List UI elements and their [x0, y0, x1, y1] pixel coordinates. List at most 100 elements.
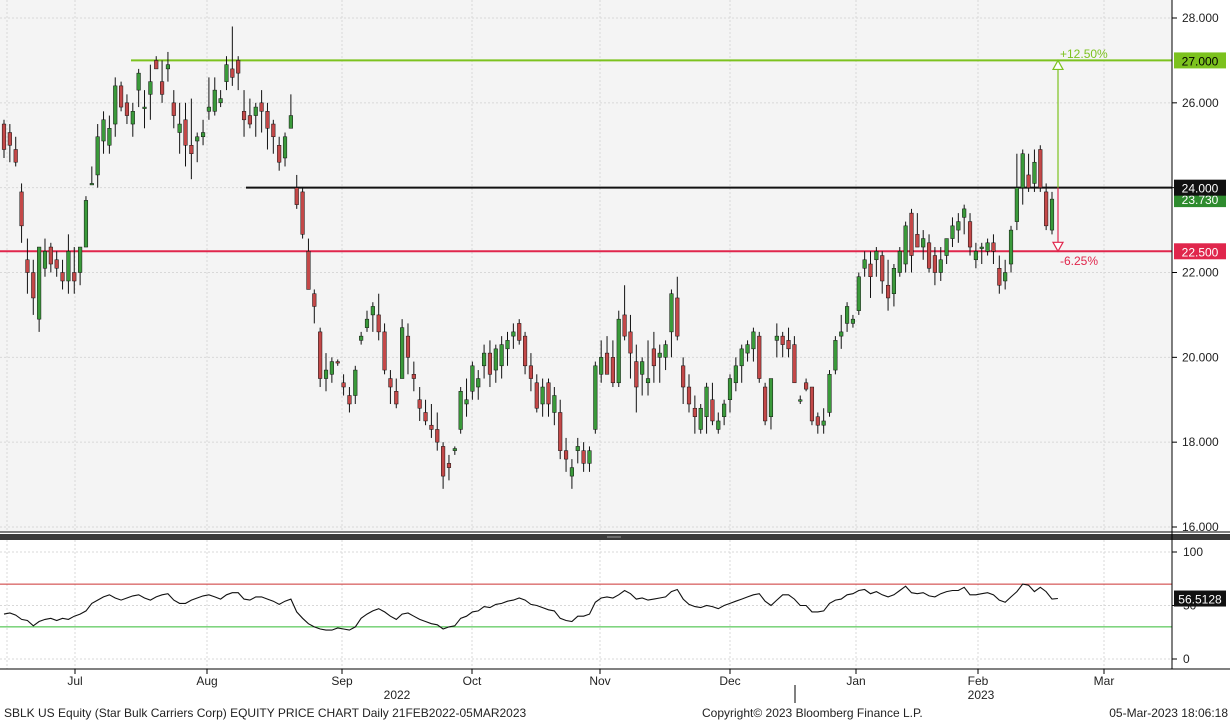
candle-body — [862, 259, 867, 269]
candle-body — [739, 348, 744, 367]
candle-body — [417, 399, 422, 409]
candle-body — [394, 391, 399, 405]
candle-body — [160, 81, 165, 95]
candle-body — [1038, 149, 1043, 188]
candle-body — [441, 446, 446, 477]
year-label-1: 2023 — [968, 688, 995, 702]
candle-body — [932, 255, 937, 273]
downside-pct-label: -6.25% — [1060, 254, 1098, 268]
candle-body — [616, 318, 621, 384]
candle-body — [154, 60, 159, 70]
candle-body — [177, 123, 182, 133]
candle-body — [710, 399, 715, 422]
x-tick-label-6: Jan — [846, 674, 865, 688]
candle-body — [277, 145, 282, 163]
x-tick-label-3: Oct — [463, 674, 482, 688]
candle-body — [757, 335, 762, 379]
candle-body — [253, 106, 258, 116]
candle-body — [569, 467, 574, 477]
candle-body — [200, 132, 206, 138]
x-tick-label-5: Dec — [719, 674, 740, 688]
candle-body — [195, 136, 200, 142]
candle-body — [206, 106, 211, 112]
candle-body — [815, 416, 820, 426]
candle-body — [511, 331, 516, 337]
candle-body — [341, 382, 346, 388]
candle-body — [745, 344, 750, 354]
candle-body — [359, 335, 364, 341]
candle-body — [113, 85, 118, 125]
candle-body — [37, 246, 42, 320]
candle-body — [470, 365, 475, 392]
candle-body — [83, 200, 89, 248]
candle-body — [698, 407, 703, 430]
candle-body — [259, 102, 264, 112]
candle-body — [669, 293, 674, 333]
target-price-tag-bg — [1174, 52, 1226, 69]
footer-chart-description: SBLK US Equity (Star Bulk Carriers Corp)… — [4, 706, 527, 720]
candle-body — [464, 399, 469, 405]
candle-body — [1003, 272, 1008, 282]
candle-body — [763, 386, 768, 422]
candle-body — [376, 314, 381, 333]
candle-body — [915, 234, 920, 248]
candle-body — [95, 136, 100, 176]
candle-body — [663, 344, 668, 358]
oscillator — [0, 583, 1172, 631]
y-tick-label-main-6: 28.000 — [1182, 11, 1219, 25]
candle-body — [7, 132, 12, 146]
stop-price-tag-label: 22.500 — [1182, 245, 1219, 259]
main-panel-background — [0, 0, 1172, 532]
candle-body — [487, 352, 493, 375]
candle-body — [347, 395, 352, 405]
candle-body — [382, 331, 387, 371]
candle-body — [897, 251, 902, 273]
candle-body — [353, 369, 358, 396]
candle-body — [540, 386, 545, 405]
candle-body — [973, 251, 978, 261]
candle-body — [306, 251, 311, 290]
candle-body — [909, 212, 914, 256]
candle-body — [1020, 153, 1025, 188]
candle-body — [230, 68, 235, 78]
footer-timestamp: 05-Mar-2023 18:06:18 — [1109, 706, 1228, 720]
annotations: +12.50% -6.25% — [1051, 47, 1108, 268]
candle-body — [25, 259, 30, 273]
candle-body — [1008, 229, 1014, 265]
candle-body — [1014, 187, 1019, 222]
candle-body — [388, 378, 393, 388]
candle-body — [452, 448, 457, 451]
candle-body — [446, 463, 452, 468]
candle-body — [856, 276, 861, 311]
candle-body — [575, 446, 580, 451]
candle-body — [523, 335, 528, 367]
candle-body — [405, 335, 411, 358]
candles — [1, 26, 1055, 489]
candle-body — [78, 246, 83, 273]
candle-body — [604, 352, 610, 375]
candle-body — [1032, 161, 1037, 184]
candle-body — [768, 378, 774, 417]
candle-body — [107, 128, 112, 146]
candle-body — [804, 382, 809, 390]
candle-body — [101, 119, 106, 142]
candle-body — [282, 136, 288, 159]
downside-arrow-head — [1051, 241, 1065, 253]
candle-body — [634, 361, 639, 388]
candle-body — [798, 399, 803, 402]
candle-body — [458, 391, 463, 430]
osc-value-tag-bg — [1174, 590, 1226, 607]
candle-body — [903, 225, 908, 265]
x-tick-label-0: Jul — [67, 674, 82, 688]
candle-body — [183, 119, 188, 146]
candle-body — [300, 191, 305, 235]
candle-body — [534, 382, 539, 409]
candle-body — [130, 111, 135, 125]
candle-body — [329, 361, 334, 375]
candle-body — [716, 420, 721, 430]
candle-body — [400, 327, 405, 379]
candle-body — [482, 352, 487, 367]
y-tick-label-main-2: 20.000 — [1182, 350, 1219, 364]
